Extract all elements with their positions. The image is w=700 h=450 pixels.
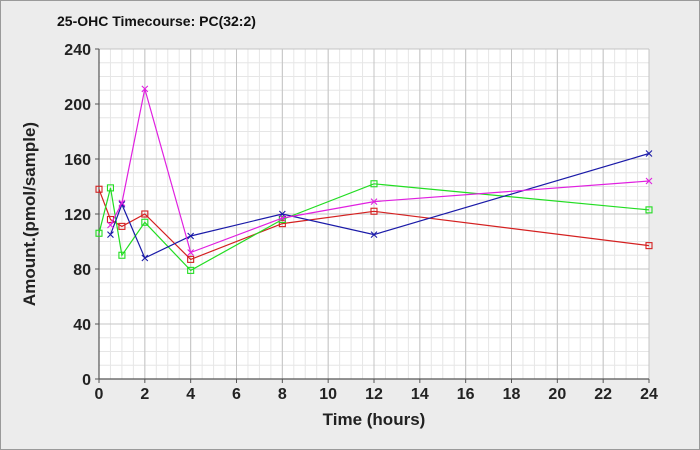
y-tick-label: 0	[82, 372, 91, 389]
data-point	[141, 254, 149, 262]
x-tick-label: 14	[411, 386, 429, 403]
x-tick-label: 4	[186, 386, 195, 403]
x-tick-label: 16	[457, 386, 475, 403]
data-point	[645, 242, 653, 250]
y-tick-label: 120	[64, 207, 91, 224]
data-point	[107, 231, 114, 239]
x-tick-label: 0	[95, 386, 104, 403]
data-point	[645, 177, 653, 185]
y-tick-label: 240	[64, 42, 91, 59]
data-point	[278, 220, 286, 228]
y-tick-label: 160	[64, 152, 91, 169]
x-tick-label: 6	[232, 386, 241, 403]
y-axis-label: Amount.(pmol/sample)	[20, 122, 39, 306]
data-point	[187, 255, 195, 263]
x-tick-label: 20	[548, 386, 566, 403]
chart-title: 25-OHC Timecourse: PC(32:2)	[57, 13, 256, 29]
data-point	[95, 229, 103, 237]
data-point	[118, 199, 126, 207]
y-tick-labels: 0 40 80 120 160 200 240	[64, 42, 99, 389]
data-point	[118, 251, 126, 259]
data-point	[370, 207, 378, 215]
y-tick-label: 40	[73, 317, 91, 334]
x-tick-label: 8	[278, 386, 287, 403]
y-tick-label: 80	[73, 262, 91, 279]
x-tick-label: 2	[140, 386, 149, 403]
data-point	[645, 206, 653, 214]
series-layer	[95, 85, 653, 274]
x-tick-label: 24	[640, 386, 658, 403]
data-point	[107, 221, 114, 229]
data-point	[278, 214, 286, 222]
x-tick-label: 18	[503, 386, 521, 403]
data-point	[118, 222, 126, 230]
data-point	[141, 210, 149, 218]
data-point	[370, 198, 378, 206]
data-point	[141, 85, 149, 93]
data-point	[141, 218, 149, 226]
data-point	[645, 150, 653, 157]
y-tick-label: 200	[64, 97, 91, 114]
x-tick-label: 12	[365, 386, 383, 403]
data-point	[95, 185, 103, 193]
x-axis-label: Time (hours)	[323, 410, 426, 429]
data-point	[370, 231, 378, 239]
x-tick-labels: 0 2 4 6 8 10 12 14 16 18 20 22 24	[95, 379, 658, 403]
data-point	[187, 266, 195, 274]
series-4	[107, 85, 653, 256]
data-point	[187, 232, 195, 240]
data-point	[106, 184, 115, 192]
data-point	[187, 249, 195, 256]
x-tick-label: 22	[594, 386, 612, 403]
x-tick-label: 10	[319, 386, 337, 403]
data-point	[370, 180, 378, 188]
